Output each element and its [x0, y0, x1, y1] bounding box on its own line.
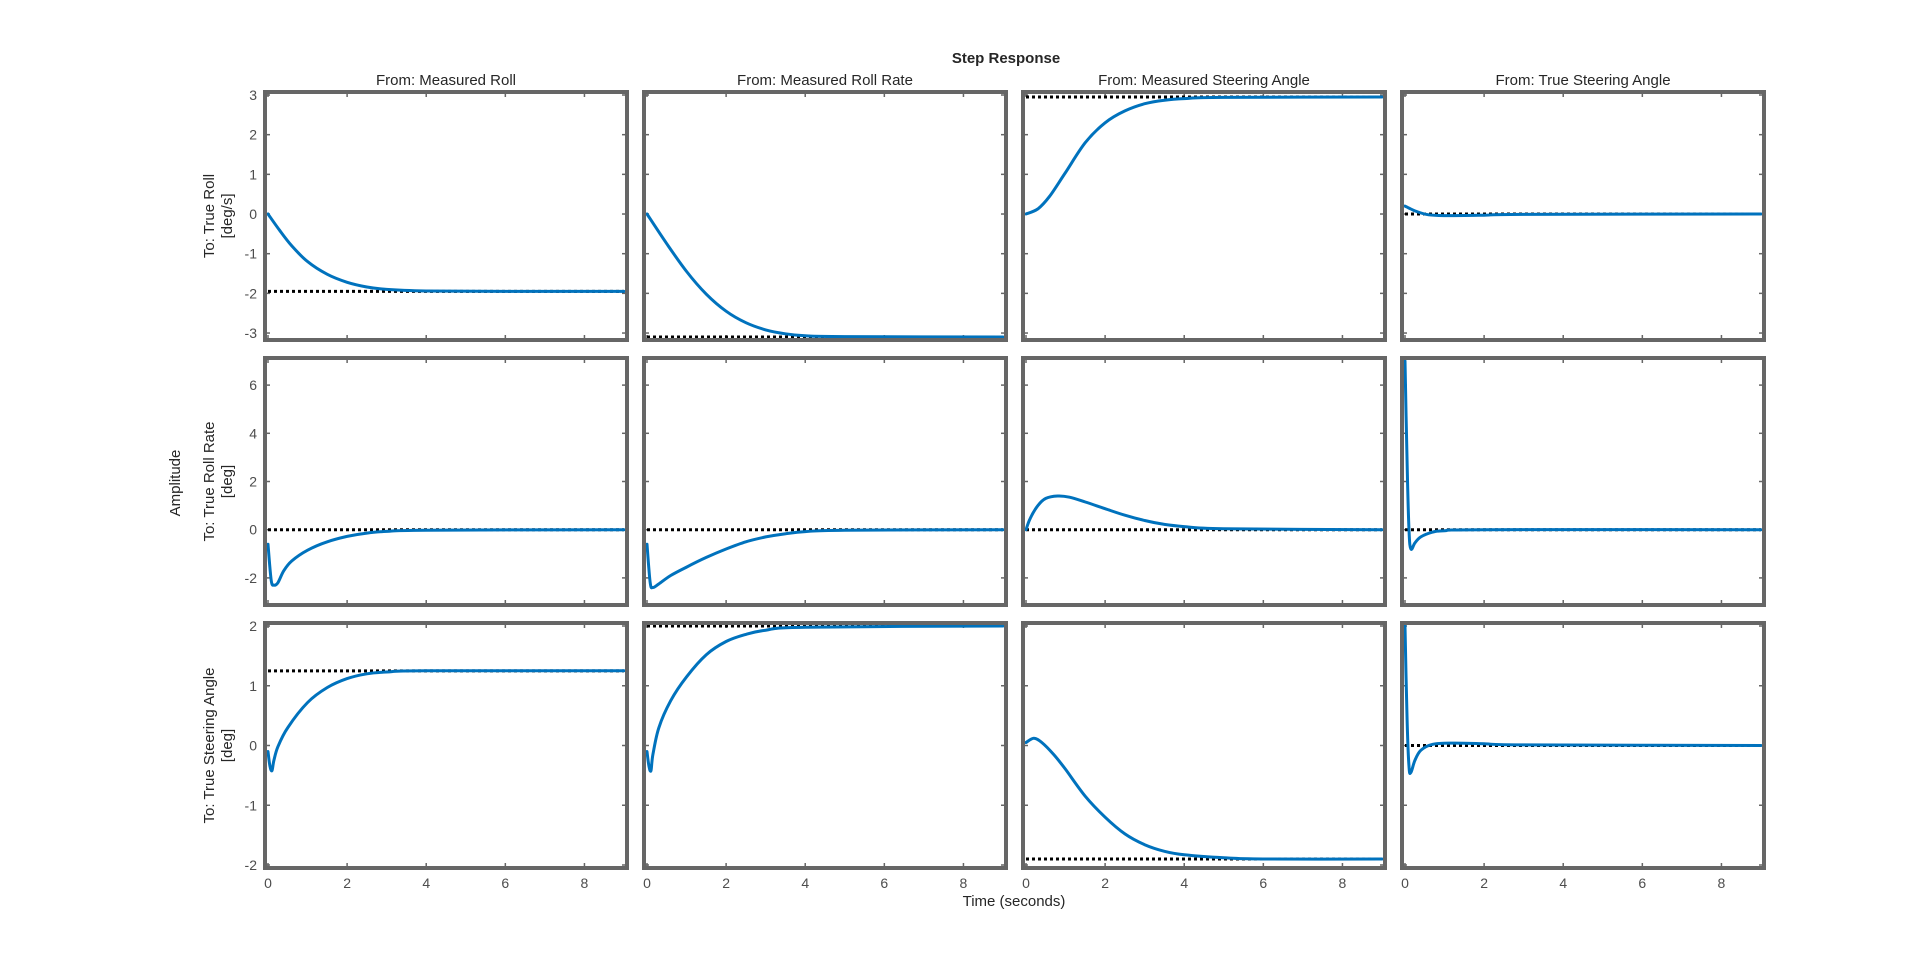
y-tick-label: -3 — [245, 325, 258, 341]
x-tick-label: 8 — [581, 875, 589, 891]
panel-r2-c4 — [1400, 356, 1766, 607]
x-tick-label: 2 — [722, 875, 730, 891]
row-label-3: To: True Steering Angle[deg] — [201, 668, 236, 824]
panel-frame — [1021, 356, 1387, 607]
panel-r2-c3 — [1021, 356, 1387, 607]
response-line — [645, 212, 1005, 339]
panel-r3-c3: 0 2 4 6 8 — [1021, 621, 1387, 891]
response-line — [266, 528, 626, 587]
column-title-4: From: True Steering Angle — [1495, 72, 1670, 89]
x-tick-label: 2 — [1480, 875, 1488, 891]
y-tick-label: 0 — [249, 206, 257, 222]
panel-frame — [263, 621, 629, 870]
row-label-2: To: True Roll Rate[deg] — [201, 421, 236, 541]
panel-frame — [1400, 90, 1766, 342]
x-tick-label: 0 — [1401, 875, 1409, 891]
x-tick-label: 8 — [960, 875, 968, 891]
panel-r1-c4 — [1400, 90, 1766, 342]
x-tick-label: 6 — [501, 875, 509, 891]
y-tick-label: 4 — [249, 425, 257, 441]
y-tick-label: -2 — [245, 285, 258, 301]
y-tick-label: -2 — [245, 570, 258, 586]
response-line — [1024, 95, 1384, 216]
response-line — [266, 669, 626, 773]
y-tick-label: 2 — [249, 127, 257, 143]
panel-r2-c2 — [642, 356, 1008, 607]
row-label-3-line-2: [deg] — [219, 729, 236, 762]
panel-r3-c4: 0 2 4 6 8 — [1400, 621, 1766, 891]
y-tick-label: 6 — [249, 377, 257, 393]
x-tick-label: 0 — [643, 875, 651, 891]
panel-frame — [642, 621, 1008, 870]
panel-frame — [263, 90, 629, 342]
x-tick-label: 4 — [1180, 875, 1188, 891]
y-tick-label: -1 — [245, 797, 258, 813]
y-tick-label: 1 — [249, 166, 257, 182]
x-tick-label: 4 — [801, 875, 809, 891]
panel-r2-c1: -2 0 2 4 6 — [245, 356, 629, 607]
y-tick-label: -2 — [245, 857, 258, 873]
panel-frame — [1400, 621, 1766, 870]
x-tick-label: 4 — [1559, 875, 1567, 891]
x-tick-label: 2 — [343, 875, 351, 891]
y-tick-label: 0 — [249, 738, 257, 754]
panel-frame — [642, 90, 1008, 342]
x-tick-label: 6 — [1638, 875, 1646, 891]
y-axis-label: Amplitude — [167, 450, 184, 517]
response-line — [266, 212, 626, 293]
panel-frame — [263, 356, 629, 607]
column-title-1: From: Measured Roll — [376, 72, 516, 89]
plot-layer: To: True Roll[deg/s] -3 -2 -1 0 1 2 3 To: True R… — [201, 87, 1766, 891]
column-title-2: From: Measured Roll Rate — [737, 72, 913, 89]
x-tick-label: 0 — [1022, 875, 1030, 891]
y-tick-label: 2 — [249, 474, 257, 490]
panel-r1-c2 — [642, 90, 1008, 342]
y-tick-label: 2 — [249, 618, 257, 634]
x-tick-label: 8 — [1339, 875, 1347, 891]
panel-r3-c2: 0 2 4 6 8 — [642, 621, 1008, 891]
response-line — [1403, 359, 1763, 551]
panel-r3-c1: -2 -1 0 1 2 0 2 4 6 8 — [245, 618, 629, 891]
column-title-3: From: Measured Steering Angle — [1098, 72, 1310, 89]
row-label-3-line-1: To: True Steering Angle — [201, 668, 218, 824]
y-tick-label: 0 — [249, 522, 257, 538]
y-tick-label: -1 — [245, 246, 258, 262]
y-tick-label: 3 — [249, 87, 257, 103]
response-line — [1403, 204, 1763, 218]
row-label-2-line-2: [deg] — [219, 465, 236, 498]
row-label-1-line-2: [deg/s] — [219, 193, 236, 238]
response-line — [1024, 736, 1384, 861]
response-line — [645, 624, 1005, 773]
panel-r1-c1: -3 -2 -1 0 1 2 3 — [245, 87, 629, 342]
row-label-2-line-1: To: True Roll Rate — [201, 421, 218, 541]
panel-frame — [1021, 90, 1387, 342]
row-label-1: To: True Roll[deg/s] — [201, 174, 236, 258]
x-axis-label: Time (seconds) — [963, 893, 1066, 910]
x-tick-label: 0 — [264, 875, 272, 891]
x-tick-label: 2 — [1101, 875, 1109, 891]
response-line — [1024, 494, 1384, 532]
panel-r1-c3 — [1021, 90, 1387, 342]
x-tick-label: 4 — [422, 875, 430, 891]
response-line — [645, 528, 1005, 590]
row-label-1-line-1: To: True Roll — [201, 174, 218, 258]
y-tick-label: 1 — [249, 678, 257, 694]
panel-frame — [1400, 356, 1766, 607]
x-tick-label: 6 — [1259, 875, 1267, 891]
x-tick-label: 8 — [1718, 875, 1726, 891]
response-line — [1403, 624, 1763, 775]
x-tick-label: 6 — [880, 875, 888, 891]
panel-frame — [642, 356, 1008, 607]
panel-frame — [1021, 621, 1387, 870]
chart-title: Step Response — [952, 50, 1060, 67]
